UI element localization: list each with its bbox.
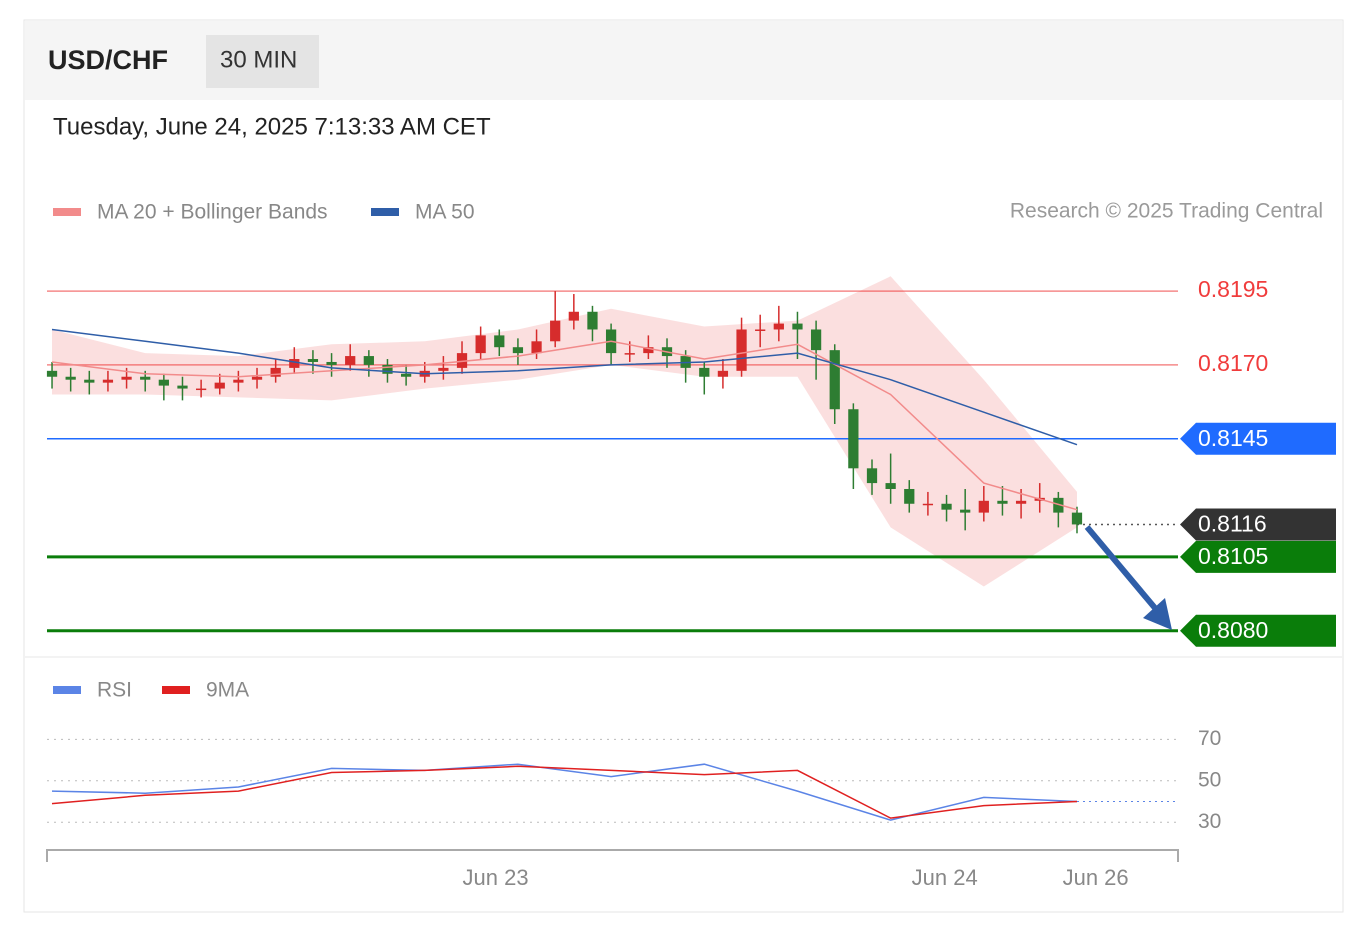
- candle-body: [65, 376, 76, 380]
- candle-body: [904, 488, 915, 504]
- card: [23, 19, 1344, 913]
- level-label-box: [1180, 422, 1336, 455]
- candle-body: [717, 370, 729, 377]
- forecast-arrowhead: [1143, 598, 1172, 630]
- candle-body: [1053, 497, 1064, 513]
- candle-body: [307, 359, 319, 362]
- candle-body: [978, 500, 989, 513]
- level-label: 0.8145: [1198, 425, 1268, 451]
- candle-body: [792, 323, 803, 330]
- candle-body: [195, 388, 207, 391]
- candle-body: [624, 353, 635, 355]
- rsi-panel: 30 50 70 Jun 23 Jun 24 Jun 26 RSI 9MA: [46, 679, 1221, 890]
- candle-body: [531, 341, 542, 354]
- candle-body: [270, 367, 281, 377]
- candle-body: [587, 311, 598, 330]
- legend-label: 9MA: [206, 679, 249, 702]
- candle-body: [326, 361, 337, 365]
- forecast-arrow: [1084, 525, 1163, 616]
- candle-body: [456, 353, 468, 368]
- candle-body: [102, 379, 114, 383]
- candle-body: [140, 376, 151, 380]
- candle-body: [382, 364, 393, 374]
- legend-label: MA 20 + Bollinger Bands: [97, 201, 328, 224]
- legend-swatch: [53, 208, 81, 216]
- level-label-box: [1180, 614, 1336, 647]
- interval: 30 MIN: [220, 46, 297, 73]
- candle-body: [960, 509, 971, 513]
- timestamp: Tuesday, June 24, 2025 7:13:33 AM CET: [53, 113, 491, 140]
- candle-body: [699, 367, 710, 377]
- credit: Research © 2025 Trading Central: [1010, 200, 1323, 223]
- candle-body: [941, 503, 952, 510]
- candle-body: [400, 373, 412, 377]
- candle-body: [158, 379, 169, 386]
- candle-body: [46, 370, 58, 377]
- candle-body: [494, 335, 505, 348]
- legend-label: RSI: [97, 679, 132, 702]
- level-label: 0.8080: [1198, 617, 1268, 643]
- candle-body: [289, 359, 300, 368]
- y-tick-label: 70: [1198, 727, 1221, 750]
- candle-body: [922, 503, 934, 506]
- moving-average: [51, 328, 1078, 446]
- level-label: 0.8170: [1198, 350, 1268, 376]
- candle-body: [550, 320, 561, 342]
- candle-body: [1015, 500, 1027, 504]
- candle-body: [214, 382, 225, 389]
- candle-body: [643, 347, 654, 354]
- candle-body: [736, 329, 747, 371]
- level-label-box: [1180, 540, 1336, 573]
- candle-body: [568, 311, 579, 321]
- candle-body: [773, 323, 784, 330]
- candle-body: [84, 379, 95, 383]
- candle-body: [438, 367, 449, 371]
- level-label: 0.8116: [1198, 511, 1267, 537]
- candle-body: [829, 350, 840, 410]
- candle-body: [848, 409, 859, 469]
- symbol: USD/CHF: [48, 45, 168, 75]
- price-panel: 0.8195 0.8170 0.8145 0.8116 0.8105 0.8080 MA 2…: [46, 201, 1336, 647]
- y-tick-label: 30: [1198, 810, 1221, 833]
- y-tick-label: 50: [1198, 768, 1221, 791]
- level-label: 0.8195: [1198, 276, 1268, 302]
- legend-swatch: [53, 686, 81, 694]
- candle-body: [363, 356, 374, 365]
- candle-body: [475, 335, 486, 354]
- candle-body: [1071, 512, 1083, 525]
- panel-divider: [25, 656, 1342, 658]
- x-tick-label: Jun 26: [1063, 865, 1129, 890]
- candle-body: [997, 500, 1008, 504]
- bollinger-band: [52, 276, 1077, 587]
- x-axis: [46, 849, 1179, 862]
- x-tick-label: Jun 24: [912, 865, 978, 890]
- candle-body: [233, 379, 244, 383]
- level-label-box: [1180, 508, 1336, 541]
- candle-body: [866, 468, 878, 484]
- moving-average: [51, 340, 1078, 511]
- series-line: [51, 765, 1078, 819]
- candle-body: [755, 329, 766, 331]
- candle-body: [121, 376, 132, 380]
- legend-swatch: [371, 208, 399, 216]
- candle-body: [251, 376, 263, 380]
- x-tick-label: Jun 23: [463, 865, 529, 890]
- legend-swatch: [162, 686, 190, 694]
- candle-body: [810, 329, 822, 351]
- level-label: 0.8105: [1198, 543, 1268, 569]
- candle-body: [885, 483, 896, 489]
- candle-body: [512, 347, 524, 354]
- candle-body: [177, 385, 188, 389]
- interval-badge: [206, 35, 319, 88]
- legend-label: MA 50: [415, 201, 475, 224]
- candle-body: [345, 356, 356, 365]
